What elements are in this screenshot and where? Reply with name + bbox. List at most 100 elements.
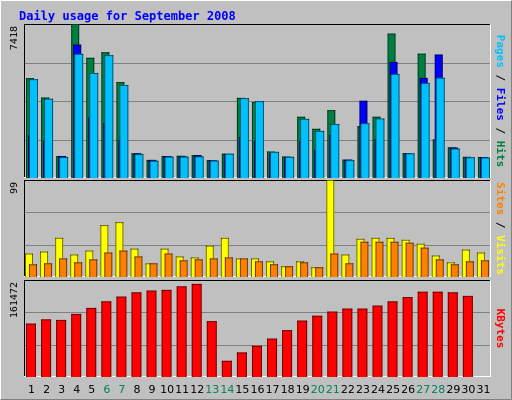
x-tick-label: 12 xyxy=(190,383,204,396)
sites-bar xyxy=(224,257,233,277)
pages-bar xyxy=(239,98,249,178)
visits-bar xyxy=(55,237,64,277)
x-tick-label: 7 xyxy=(118,383,125,396)
pages-bar xyxy=(405,153,415,178)
pages-bar xyxy=(29,79,38,178)
legend-text: Sites / Visits xyxy=(494,182,507,275)
sites-bar xyxy=(164,253,173,277)
visits-bar xyxy=(326,180,335,277)
kbytes-bar xyxy=(297,320,308,377)
kbytes-bar xyxy=(267,338,278,377)
kbytes-bar xyxy=(56,319,67,377)
sites-bar xyxy=(44,263,53,277)
kbytes-bar xyxy=(146,290,157,377)
legend-entry-kbytes: KBytes xyxy=(494,309,507,349)
legend-entry-files: Files xyxy=(494,88,507,121)
x-tick-label: 5 xyxy=(88,383,95,396)
sites-bar xyxy=(465,261,474,277)
chart-panels: 7418 Pages / Files / Hits 99 Sites / Visits… xyxy=(9,24,507,377)
x-tick-label: 26 xyxy=(401,383,415,396)
pages-bar xyxy=(315,130,325,178)
pages-bar xyxy=(254,101,264,178)
pages-bar xyxy=(360,123,370,178)
x-tick-label: 31 xyxy=(476,383,490,396)
sites-bar xyxy=(209,258,218,277)
x-tick-label: 1 xyxy=(28,383,35,396)
sites-bar xyxy=(270,264,279,277)
kbytes-bar xyxy=(41,319,52,377)
legend-panel-2: Sites / Visits xyxy=(494,182,507,275)
sites-bar xyxy=(179,260,188,277)
pages-bar xyxy=(59,157,69,178)
kbytes-bar xyxy=(312,315,323,377)
x-tick-label: 27 xyxy=(416,383,430,396)
x-tick-label: 22 xyxy=(341,383,355,396)
pages-bar xyxy=(134,154,144,178)
pages-bar xyxy=(435,77,445,178)
sites-bar xyxy=(29,264,37,277)
sites-bar xyxy=(194,259,203,277)
legend-text: Pages / Files / Hits xyxy=(494,35,507,168)
kbytes-bar xyxy=(342,308,353,377)
pages-bar xyxy=(345,160,355,178)
sites-bar xyxy=(149,263,158,277)
kbytes-bar xyxy=(176,286,187,377)
bars-panel-1 xyxy=(26,24,490,179)
panel-3: 161472 xyxy=(9,280,491,377)
sites-bar xyxy=(285,266,294,277)
bars-panel-2 xyxy=(25,180,489,277)
kbytes-bar xyxy=(432,291,443,377)
sites-bar xyxy=(360,241,369,277)
legend-text: KBytes xyxy=(494,309,507,349)
kbytes-bar xyxy=(372,305,383,377)
sites-bar xyxy=(390,241,399,277)
x-tick-label: 20 xyxy=(311,383,325,396)
x-tick-label: 4 xyxy=(73,383,80,396)
sites-bar xyxy=(405,242,414,277)
panel-1: 7418 xyxy=(9,24,491,179)
y-axis-max-label: 161472 xyxy=(9,282,20,318)
kbytes-bar xyxy=(462,295,473,377)
pages-bar xyxy=(44,98,54,178)
pages-bar xyxy=(74,53,84,178)
pages-bar xyxy=(119,84,129,178)
x-tick-label: 21 xyxy=(326,383,340,396)
pages-bar xyxy=(194,156,204,178)
sites-bar xyxy=(134,256,143,277)
x-tick-label: 18 xyxy=(281,383,295,396)
x-tick-label: 13 xyxy=(205,383,219,396)
x-tick-label: 2 xyxy=(43,383,50,396)
kbytes-bar xyxy=(387,301,398,377)
y-axis-max-label: 7418 xyxy=(9,26,20,50)
kbytes-bar xyxy=(447,292,458,377)
sites-bar xyxy=(59,258,68,277)
pages-bar xyxy=(179,156,189,178)
pages-bar xyxy=(300,118,310,178)
sites-bar xyxy=(330,253,339,277)
kbytes-bar xyxy=(101,301,112,377)
pages-bar xyxy=(104,55,114,178)
kbytes-bar xyxy=(86,307,97,377)
sites-bar xyxy=(89,259,98,277)
pages-bar xyxy=(330,124,340,178)
pages-bar xyxy=(149,160,159,178)
bars-panel-3 xyxy=(26,283,473,377)
x-axis-day-labels: 1 2 3 4 5 6 7 8 9 10 11 12 13 14 15 16 17 18 19 20 21 22 23 24 2… xyxy=(28,383,490,396)
sites-bar xyxy=(345,263,354,277)
legend-separator: / xyxy=(494,121,507,141)
legend-panel-1: Pages / Files / Hits xyxy=(494,35,507,168)
pages-bar xyxy=(89,72,99,178)
kbytes-bar xyxy=(26,323,36,377)
pages-bar xyxy=(420,82,430,178)
pages-bar xyxy=(209,160,219,178)
x-tick-label: 23 xyxy=(356,383,370,396)
pages-bar xyxy=(224,153,234,178)
legend-entry-hits: Hits xyxy=(494,141,507,168)
kbytes-bar xyxy=(402,297,413,377)
sites-bar xyxy=(420,247,429,277)
chart-title: Daily usage for September 2008 xyxy=(19,9,236,23)
sites-bar xyxy=(450,264,459,277)
x-tick-label: 3 xyxy=(58,383,65,396)
kbytes-bar xyxy=(357,308,368,377)
